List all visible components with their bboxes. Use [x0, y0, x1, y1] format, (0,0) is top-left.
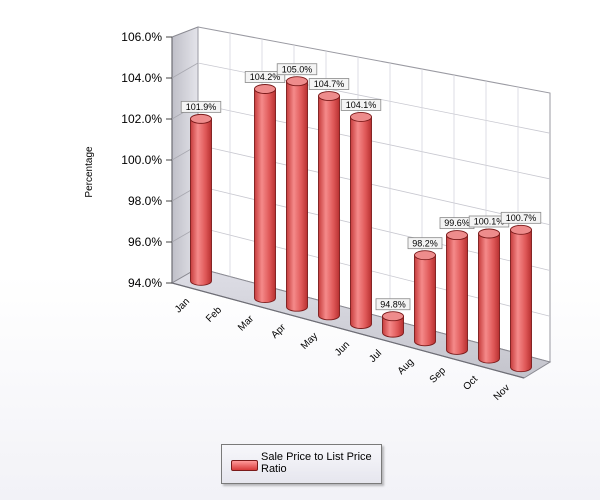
data-label: 105.0%: [282, 64, 313, 74]
bar-body: [350, 116, 372, 329]
y-tick-label: 102.0%: [121, 112, 162, 126]
bar-jul: 94.8%: [375, 298, 411, 338]
bar-top: [414, 250, 436, 261]
bars: 101.9% 104.2%105.0%104.7% 104.1% 94.8% 98.2%…: [180, 63, 542, 373]
bar-top: [382, 311, 404, 322]
x-tick-label: Sep: [428, 365, 449, 386]
bar-nov: 100.7%: [500, 211, 542, 373]
x-tick-label: Feb: [204, 305, 224, 325]
bar-top: [318, 91, 340, 101]
bar-top: [350, 111, 372, 122]
data-label: 100.1%: [474, 217, 505, 227]
data-label: 104.2%: [250, 72, 281, 82]
x-tick-label: Apr: [269, 322, 288, 341]
y-tick-label: 104.0%: [121, 71, 162, 85]
data-label: 101.9%: [186, 102, 217, 112]
data-label: 98.2%: [412, 238, 438, 248]
data-label-box: [500, 211, 542, 224]
bar-body: [190, 118, 212, 286]
data-label-box: [244, 71, 286, 83]
bar-apr: 105.0%: [276, 63, 318, 312]
y-axis-ticks: 94.0% 96.0% 98.0% 100.0% 102.0% 104.0% 106.0%: [121, 30, 172, 290]
x-tick-label: Mar: [236, 313, 256, 333]
data-label: 104.1%: [346, 100, 377, 110]
y-tick-label: 100.0%: [121, 153, 162, 167]
bar-body: [414, 254, 436, 347]
bar-body: [254, 88, 276, 304]
data-label-box: [276, 63, 318, 76]
bar-body: [510, 229, 532, 373]
data-label-box: [308, 78, 350, 90]
legend: Sale Price to List Price Ratio: [221, 444, 382, 484]
y-tick-label: 106.0%: [121, 30, 162, 44]
legend-label: Sale Price to List Price Ratio: [261, 451, 372, 475]
y-tick-label: 94.0%: [128, 276, 162, 290]
x-tick-label: Nov: [492, 383, 512, 403]
x-tick-label: Jun: [333, 339, 352, 358]
bar-top: [510, 224, 532, 235]
x-tick-label: Jan: [173, 296, 192, 315]
bar-body: [318, 95, 340, 321]
bar-may: 104.7%: [308, 78, 350, 321]
data-label-box: [340, 99, 382, 111]
x-tick-label: Jul: [367, 348, 384, 365]
bar-body: [478, 233, 500, 364]
y-axis-title: Percentage: [84, 146, 95, 198]
data-label-box: [375, 298, 411, 311]
legend-swatch: [231, 460, 258, 471]
x-tick-label: Oct: [461, 374, 480, 393]
bar-aug: 98.2%: [407, 237, 443, 347]
bar-top: [446, 230, 468, 241]
bar-top: [190, 113, 212, 124]
data-label: 94.8%: [380, 299, 406, 309]
bar-body: [286, 80, 308, 312]
data-label-box: [180, 100, 222, 113]
data-label-box: [407, 237, 443, 250]
bar-sep: 99.6%: [439, 217, 475, 355]
grid-line-side: [171, 62, 199, 79]
x-tick-label: Aug: [396, 357, 416, 377]
bar-top: [478, 228, 500, 239]
floor-front-edge: [171, 282, 525, 379]
x-tick-label: May: [299, 331, 320, 352]
y-tick-label: 98.0%: [128, 194, 162, 208]
bar-oct: 100.1%: [468, 215, 510, 364]
bar-jan: 101.9%: [180, 100, 222, 286]
data-label: 104.7%: [314, 79, 345, 89]
bar-body: [446, 234, 468, 355]
data-label: 100.7%: [506, 213, 537, 223]
bar-top: [286, 76, 308, 87]
bar-body: [382, 315, 404, 338]
y-tick-label: 96.0%: [128, 235, 162, 249]
data-label: 99.6%: [444, 218, 470, 228]
bar-jun: 104.1%: [340, 99, 382, 329]
bar-mar: 104.2%: [244, 71, 286, 304]
bar-top: [254, 84, 276, 94]
